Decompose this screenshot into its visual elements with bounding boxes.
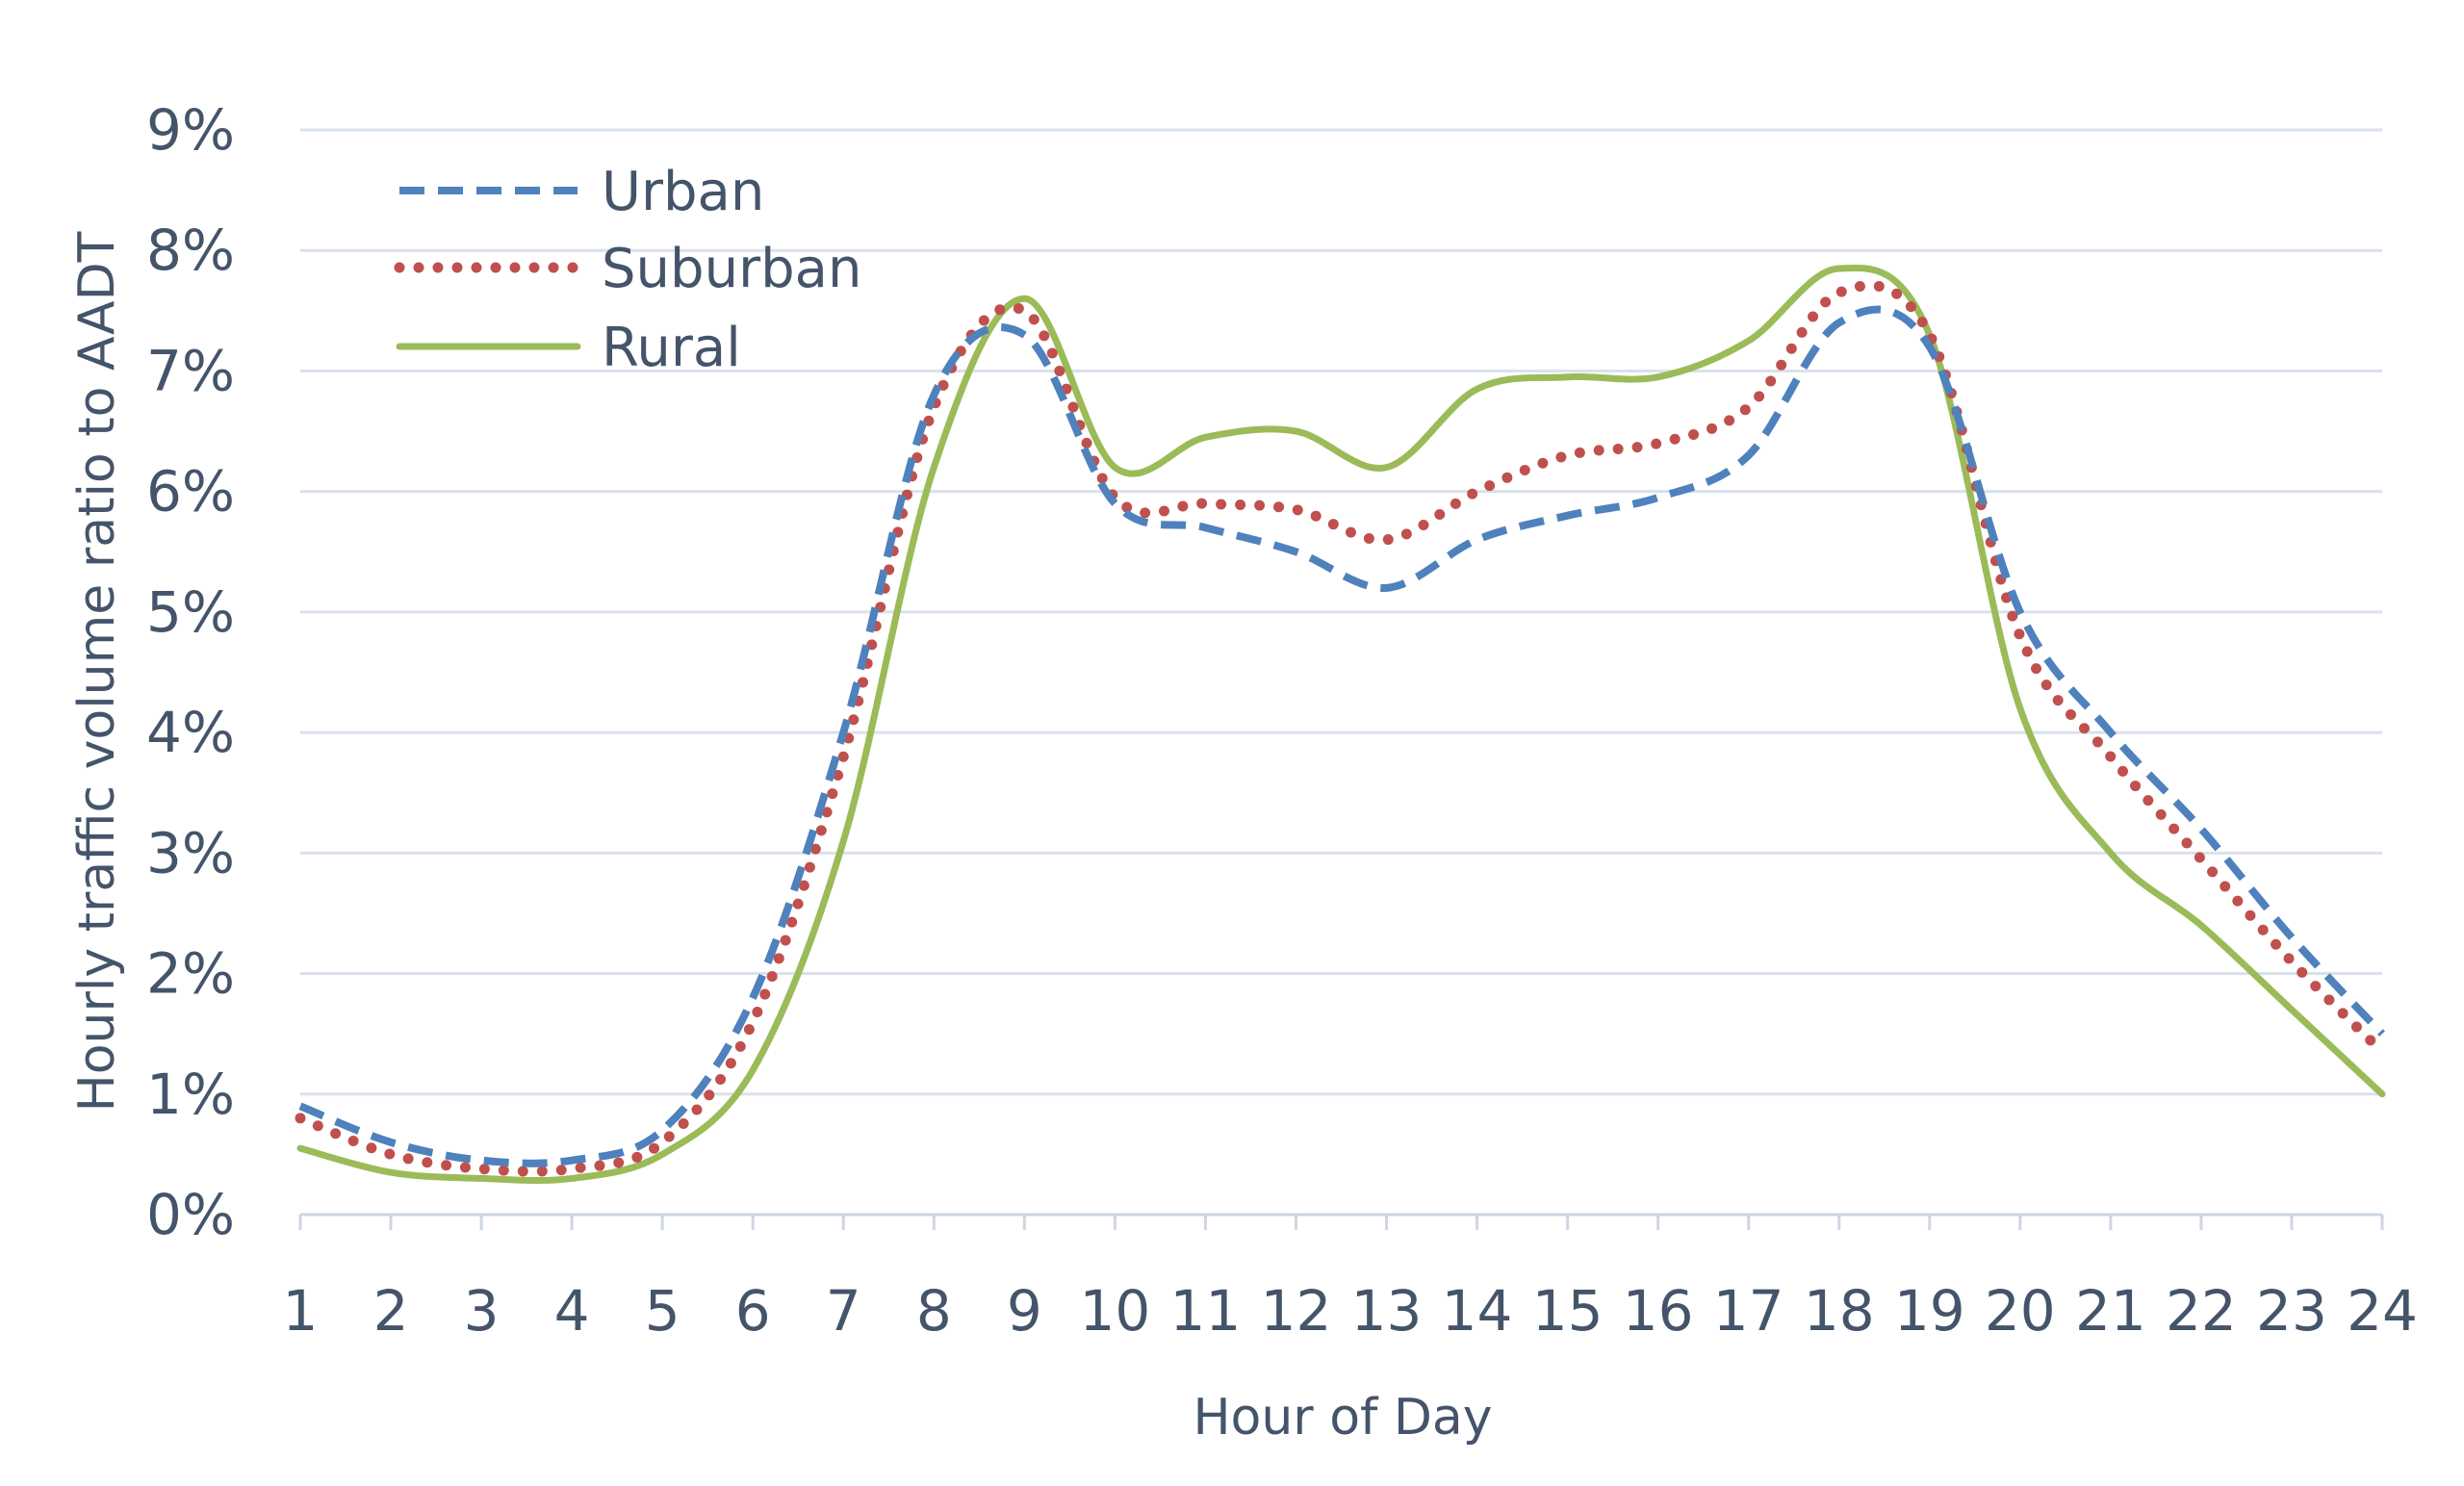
x-tick-label: 6 bbox=[735, 1278, 771, 1344]
y-tick-label: 3% bbox=[146, 820, 235, 885]
y-tick-label: 0% bbox=[146, 1182, 235, 1247]
x-tick-label: 10 bbox=[1079, 1278, 1150, 1344]
y-tick-label: 5% bbox=[146, 579, 235, 645]
y-tick-label: 6% bbox=[146, 459, 235, 525]
x-tick-label: 23 bbox=[2256, 1278, 2327, 1344]
y-tick-label: 7% bbox=[146, 338, 235, 403]
series-lines bbox=[295, 264, 2388, 1185]
x-tick-label: 24 bbox=[2347, 1278, 2418, 1344]
x-tick-label: 2 bbox=[373, 1278, 409, 1344]
series-line-urban bbox=[298, 305, 2385, 1167]
x-tick-label: 12 bbox=[1261, 1278, 1332, 1344]
series-line-suburban bbox=[295, 280, 2388, 1177]
x-tick-label: 4 bbox=[554, 1278, 590, 1344]
legend: Urban Suburban Rural bbox=[394, 161, 861, 379]
legend-label-suburban: Suburban bbox=[602, 238, 861, 300]
y-tick-label: 1% bbox=[146, 1062, 235, 1127]
x-tick-label: 7 bbox=[826, 1278, 861, 1344]
x-tick-label: 22 bbox=[2166, 1278, 2237, 1344]
x-tick-label: 8 bbox=[916, 1278, 952, 1344]
x-tick-label: 13 bbox=[1351, 1278, 1423, 1344]
y-axis-tick-labels: 0% 1% 2% 3% 4% 5% 6% 7% 8% 9% bbox=[146, 97, 235, 1247]
x-tick-label: 18 bbox=[1804, 1278, 1875, 1344]
y-tick-label: 8% bbox=[146, 218, 235, 283]
y-tick-label: 4% bbox=[146, 700, 235, 765]
x-tick-label: 3 bbox=[464, 1278, 500, 1344]
legend-label-rural: Rural bbox=[602, 317, 741, 379]
y-tick-label: 2% bbox=[146, 941, 235, 1007]
x-axis bbox=[298, 1213, 2384, 1230]
x-tick-label: 15 bbox=[1532, 1278, 1604, 1344]
x-tick-label: 16 bbox=[1623, 1278, 1694, 1344]
x-tick-label: 21 bbox=[2075, 1278, 2146, 1344]
x-axis-tick-labels: 1 2 3 4 5 6 7 8 9 10 11 12 13 14 15 16 17 18 19 20 21 22 23 24 bbox=[283, 1278, 2418, 1344]
y-tick-label: 9% bbox=[146, 97, 235, 163]
x-tick-label: 1 bbox=[283, 1278, 319, 1344]
x-tick-label: 19 bbox=[1894, 1278, 1965, 1344]
x-tick-label: 14 bbox=[1442, 1278, 1513, 1344]
x-axis-title: Hour of Day bbox=[1193, 1389, 1492, 1447]
series-line-rural bbox=[296, 264, 2386, 1185]
x-tick-label: 5 bbox=[645, 1278, 680, 1344]
x-tick-label: 20 bbox=[1985, 1278, 2056, 1344]
y-axis-title: Hourly traffic volume ratio to AADT bbox=[68, 231, 126, 1112]
x-tick-label: 17 bbox=[1713, 1278, 1784, 1344]
legend-label-urban: Urban bbox=[602, 161, 764, 223]
x-tick-label: 11 bbox=[1170, 1278, 1242, 1344]
x-tick-label: 9 bbox=[1007, 1278, 1042, 1344]
gridlines bbox=[300, 128, 2382, 1096]
